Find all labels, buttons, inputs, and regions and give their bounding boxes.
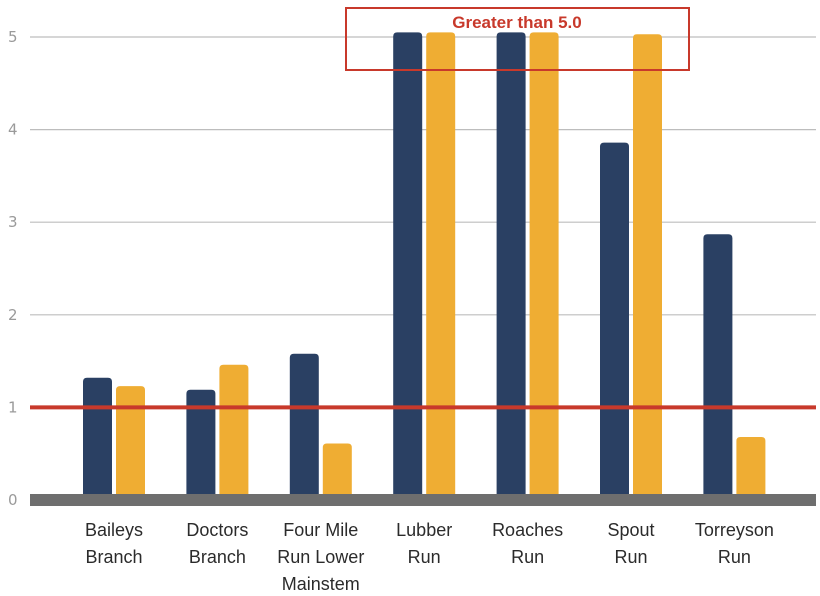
x-tick-label-line: Run [718,547,751,567]
y-tick-label-2: 2 [8,306,18,324]
x-tick-label-line: Four Mile [283,520,358,540]
bar-series1-3 [393,32,423,501]
bar-series1-4 [496,32,526,501]
bar-series2-0 [116,386,145,500]
x-tick-label-line: Torreyson [695,520,774,540]
x-tick-label-line: Branch [189,547,246,567]
annotation-group: Greater than 5.0 [345,7,690,71]
bar-series1-0 [83,377,112,500]
y-axis: 0 1 2 3 4 5 [8,28,18,509]
bar-series2-1 [219,364,249,500]
bar-series2-4 [529,32,559,501]
x-tick-label-line: Branch [85,547,142,567]
gridlines [30,36,816,316]
bars [83,32,766,501]
annotation-text: Greater than 5.0 [452,13,581,32]
x-tick-label-5: Spout Run [607,520,654,567]
y-tick-label-4: 4 [8,121,18,139]
bar-series1-2 [289,353,319,500]
x-tick-label-3: Lubber Run [396,520,452,567]
x-tick-label-line: Doctors [186,520,248,540]
bar-series2-2 [322,443,352,500]
baseline-group [30,494,816,506]
bar-series1-5 [600,142,629,500]
x-tick-label-line: Run [614,547,647,567]
x-tick-label-line: Roaches [492,520,563,540]
y-tick-label-3: 3 [8,213,18,231]
x-tick-label-line: Lubber [396,520,452,540]
x-tick-label-line: Mainstem [282,574,360,594]
x-tick-label-line: Run Lower [277,547,364,567]
x-tick-label-line: Spout [607,520,654,540]
x-tick-label-6: Torreyson Run [695,520,774,567]
bar-series1-6 [703,234,733,500]
x-axis: Baileys Branch Doctors Branch Four Mile Run L… [85,520,774,594]
baseline-axis [30,494,816,506]
bar-series2-6 [736,437,766,500]
x-tick-label-0: Baileys Branch [85,520,143,567]
y-tick-label-1: 1 [8,398,18,416]
x-tick-label-line: Run [511,547,544,567]
annotation-box [345,7,690,71]
x-tick-label-2: Four Mile Run Lower Mainstem [277,520,364,594]
y-tick-label-0: 0 [8,491,18,509]
x-tick-label-1: Doctors Branch [186,520,248,567]
x-tick-label-line: Run [408,547,441,567]
x-tick-label-4: Roaches Run [492,520,563,567]
bar-series2-5 [633,34,662,501]
bar-series1-1 [186,389,216,500]
x-tick-label-line: Baileys [85,520,143,540]
bar-series2-3 [426,32,456,501]
y-tick-label-5: 5 [8,28,18,46]
